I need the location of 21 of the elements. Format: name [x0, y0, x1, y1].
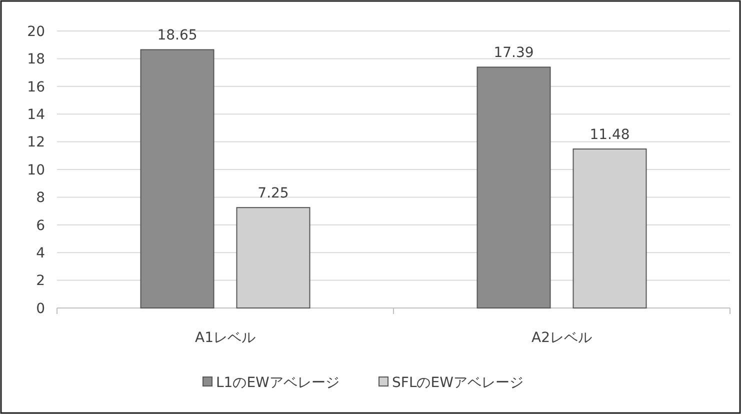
y-tick-label: 2: [36, 273, 45, 290]
data-label: 7.25: [258, 186, 289, 202]
data-label: 18.65: [157, 28, 198, 44]
legend-label: L1のEWアベレージ: [216, 374, 340, 391]
bar: [140, 49, 214, 308]
y-tick-label: 6: [36, 218, 46, 234]
data-label: 17.39: [494, 45, 534, 62]
y-tick-label: 20: [27, 24, 45, 40]
legend-label: SFLのEWアベレージ: [392, 374, 524, 391]
data-label: 11.48: [590, 127, 630, 143]
x-tick-label: A1レベル: [195, 330, 256, 346]
y-tick-label: 18: [27, 52, 45, 68]
y-tick-label: 16: [27, 79, 46, 96]
y-tick-label: 10: [27, 162, 45, 178]
y-tick-label: 0: [36, 300, 45, 317]
y-tick-label: 4: [36, 246, 46, 262]
bar: [476, 66, 551, 308]
y-tick-label: 12: [27, 134, 45, 151]
y-tick-label: 8: [36, 190, 45, 206]
x-tick-label: A2レベル: [532, 330, 592, 346]
y-tick-label: 14: [27, 107, 46, 123]
